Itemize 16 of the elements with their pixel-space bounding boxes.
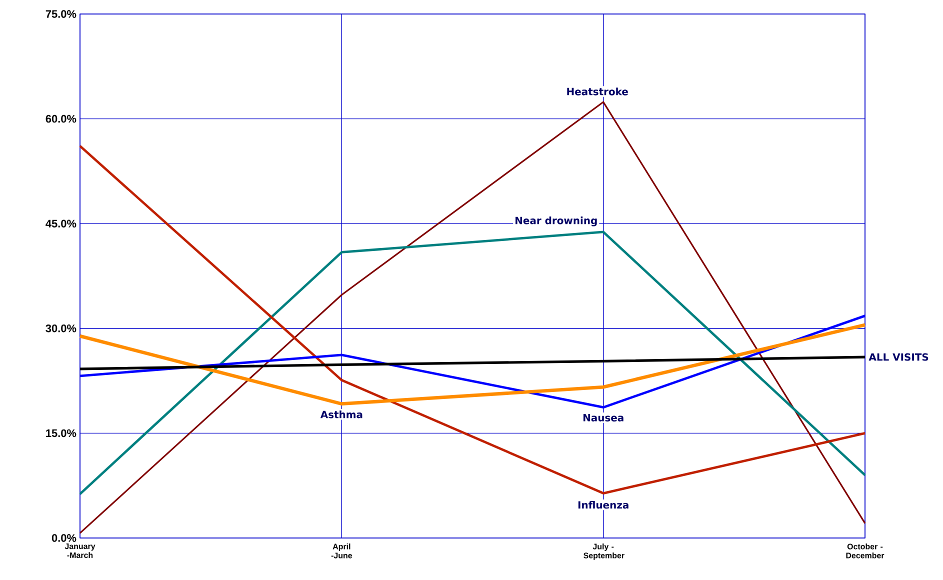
series-label: Heatstroke: [567, 88, 628, 96]
y-tick-label: 45.0%: [46, 220, 76, 228]
series-label: Near drowning: [516, 216, 597, 226]
y-tick-label: 75.0%: [46, 10, 76, 18]
y-tick-label: 15.0%: [46, 429, 76, 438]
line-series: [78, 144, 866, 494]
y-tick-label: 60.0%: [46, 114, 76, 123]
series-label: Asthma: [320, 410, 362, 418]
y-tick-label: 30.0%: [46, 324, 76, 332]
line-series: [79, 101, 866, 534]
y-tick-label: 0.0%: [52, 534, 76, 542]
series-label: Nausea: [583, 414, 624, 422]
line-series: [78, 356, 866, 370]
line-series: [78, 230, 866, 496]
series-label: Influenza: [578, 500, 628, 509]
series-label: ALL VISITS: [868, 353, 928, 361]
